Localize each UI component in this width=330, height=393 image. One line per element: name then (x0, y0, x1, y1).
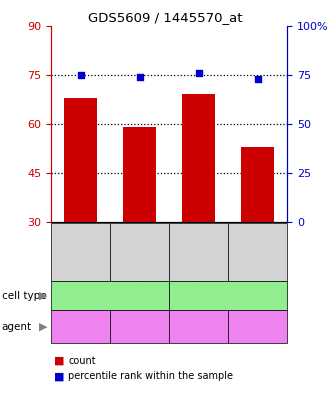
Text: ▶: ▶ (39, 321, 48, 332)
Text: percentile rank within the sample: percentile rank within the sample (68, 371, 233, 382)
Bar (182, 94, 215, 222)
Point (255, 75, 260, 82)
Text: GSM1382336: GSM1382336 (253, 222, 262, 282)
Text: ▶: ▶ (39, 291, 48, 301)
Point (196, 70, 201, 76)
Bar (123, 127, 156, 222)
Text: GSM1382335: GSM1382335 (135, 222, 144, 282)
Point (137, 73, 142, 80)
Text: GSM1382334: GSM1382334 (194, 222, 203, 282)
Bar (64, 97, 97, 222)
Point (78, 72, 83, 78)
Text: GSM1382333: GSM1382333 (76, 222, 85, 282)
Text: GDS5609 / 1445570_at: GDS5609 / 1445570_at (88, 11, 242, 24)
Text: control: control (125, 322, 154, 331)
Text: cell type: cell type (2, 291, 46, 301)
Text: IL-10-non-secreting Th1
cells: IL-10-non-secreting Th1 cells (178, 286, 278, 305)
Text: control: control (243, 322, 272, 331)
Bar (241, 147, 274, 222)
Text: agent: agent (2, 321, 32, 332)
Text: IL-10-secreting
Th1 cells: IL-10-secreting Th1 cells (79, 286, 142, 305)
Text: ■: ■ (54, 356, 65, 366)
Text: Notch ligan
d delta-like 4: Notch ligan d delta-like 4 (171, 317, 226, 336)
Text: count: count (68, 356, 96, 366)
Text: ■: ■ (54, 371, 65, 382)
Text: Notch ligan
d delta-like 4: Notch ligan d delta-like 4 (53, 317, 108, 336)
